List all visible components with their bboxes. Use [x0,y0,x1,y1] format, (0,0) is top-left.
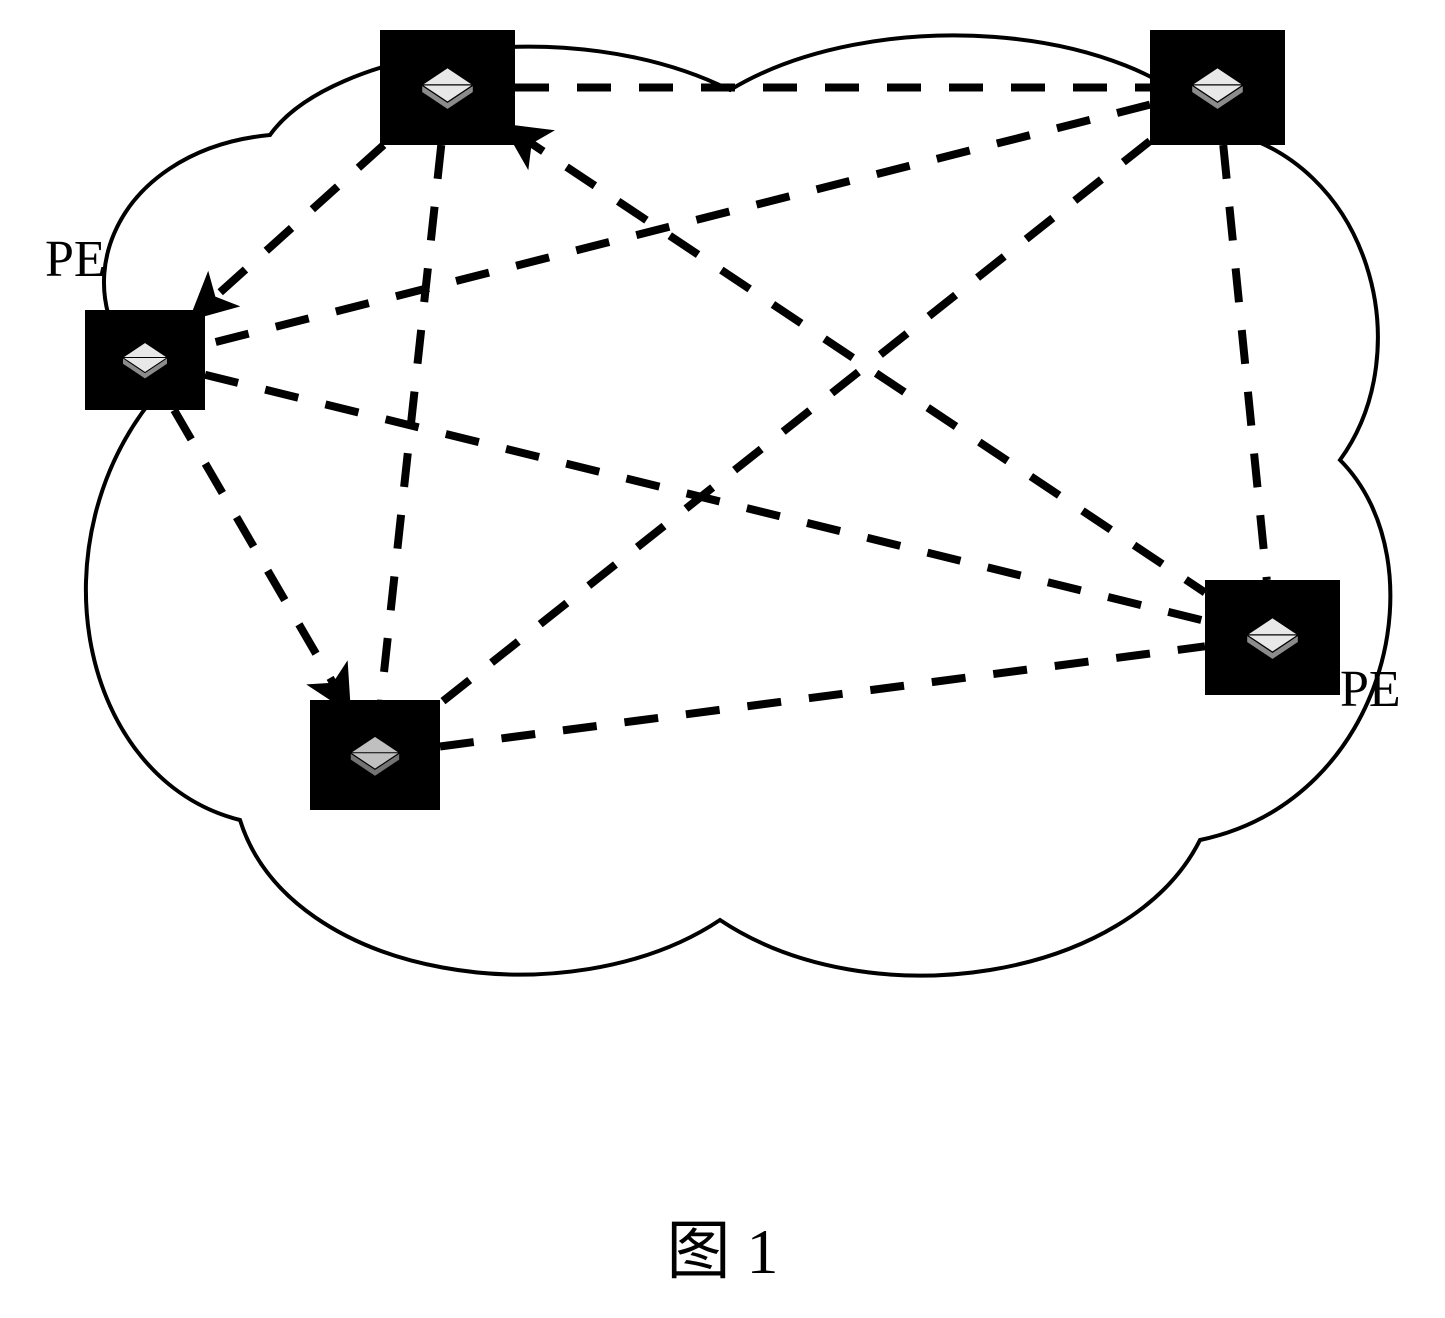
router-icon [1232,609,1313,667]
router-icon [1177,59,1258,117]
router-icon [336,728,414,783]
pe-label: PE [45,230,106,289]
network-edge [440,141,1150,704]
network-edge [515,133,1205,593]
network-diagram: PEPE [50,20,1395,1120]
figure-caption: 图 1 [667,1200,779,1292]
network-node [85,310,205,410]
router-icon [109,335,181,385]
network-node [1205,580,1340,695]
network-node [310,700,440,810]
network-node [380,30,515,145]
network-node [1150,30,1285,145]
network-edge [1223,145,1267,580]
network-edge [205,105,1150,345]
router-icon [407,59,488,117]
network-edge [205,375,1205,621]
network-edge [201,145,384,310]
edges-layer [50,20,1395,1120]
network-edge [440,646,1205,746]
pe-label: PE [1340,660,1401,719]
network-edge [174,410,343,700]
